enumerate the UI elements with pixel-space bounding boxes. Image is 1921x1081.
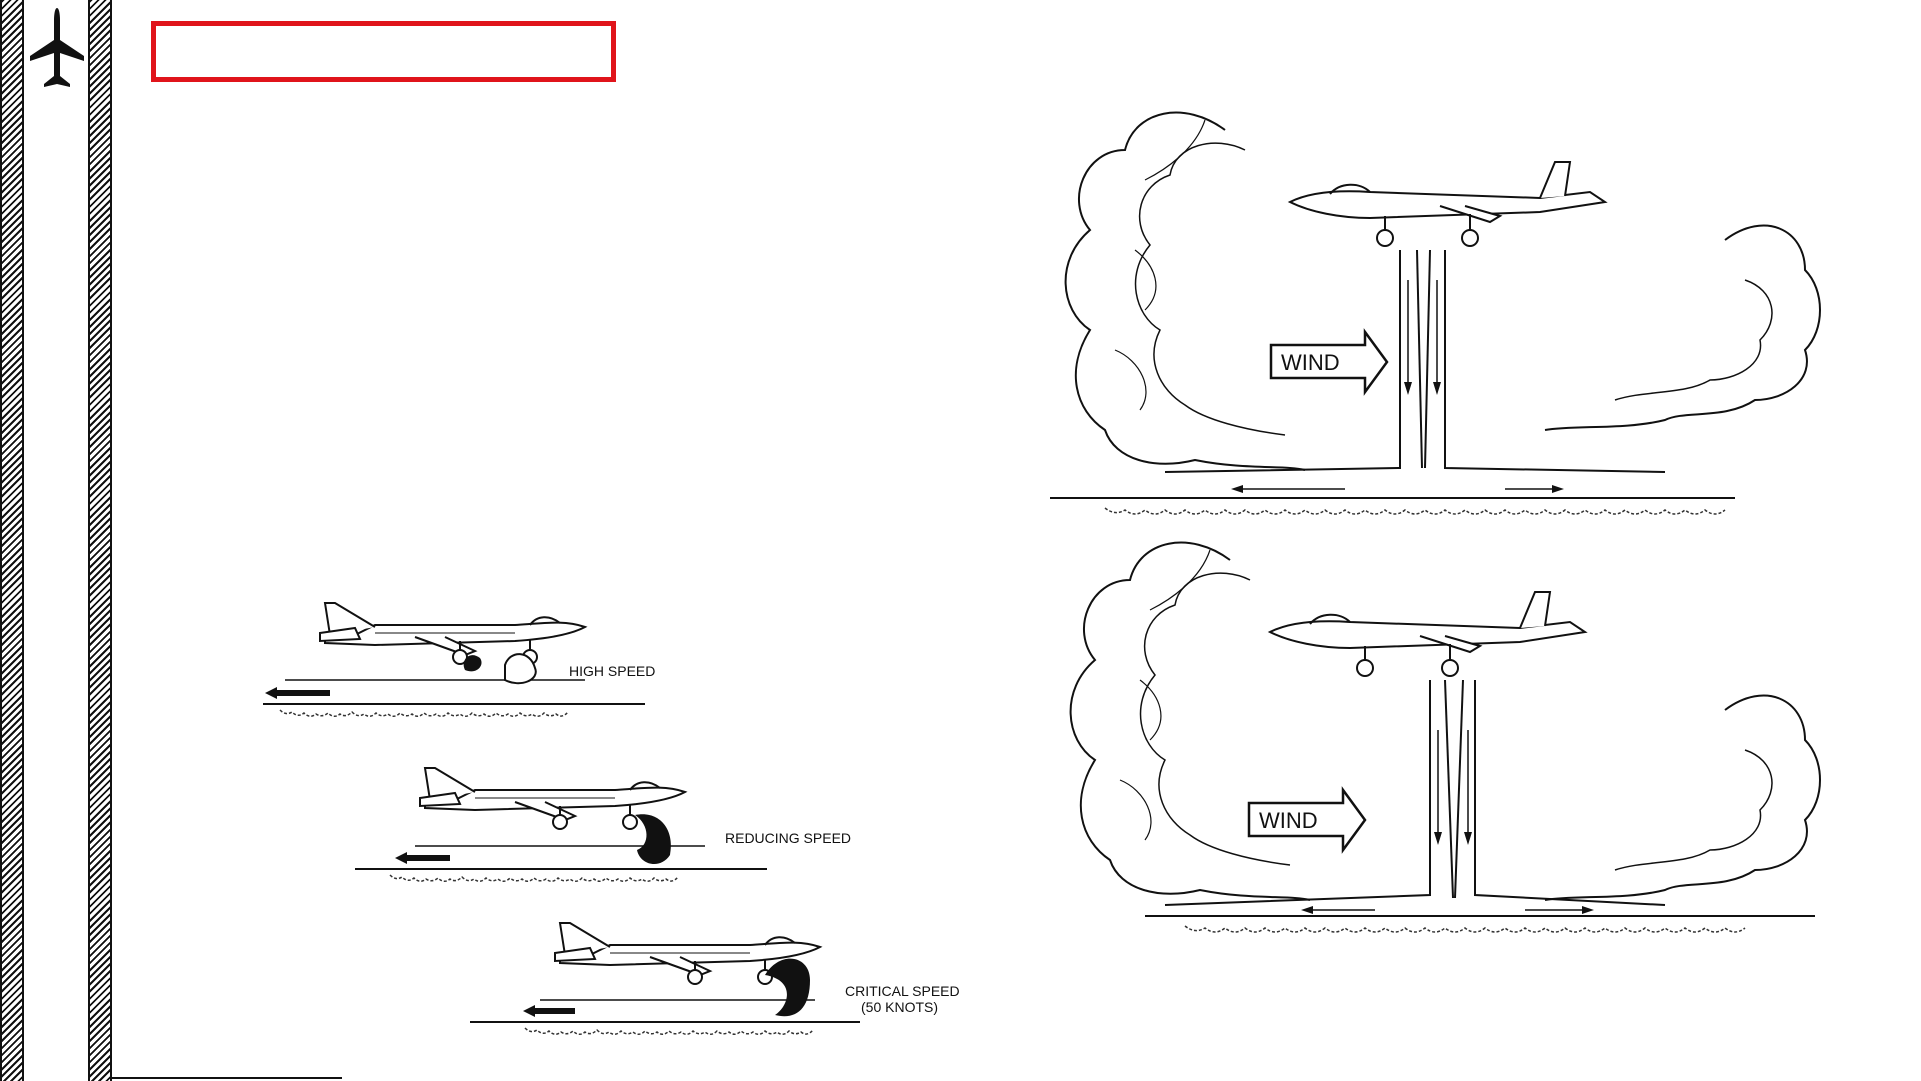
jet-aircraft-icon: [30, 8, 84, 87]
hover-recirculation-diagram: WIND WIND: [1050, 111, 1821, 933]
wind-label-bottom: WIND: [1259, 808, 1318, 833]
high-speed-jet: [319, 602, 586, 665]
wind-label-top: WIND: [1281, 350, 1340, 375]
wind-arrow-top: [1269, 328, 1389, 396]
wind-arrow-bottom: [1247, 786, 1367, 854]
bottom-hover-scene: WIND: [1069, 541, 1821, 933]
critical-speed-note: (50 KNOTS): [861, 999, 938, 1015]
critical-speed-label: CRITICAL SPEED: [845, 983, 960, 999]
reducing-speed-label: REDUCING SPEED: [725, 830, 851, 846]
right-hatched-border: [88, 0, 112, 1081]
top-hover-scene: WIND: [1050, 111, 1821, 515]
speed-stages-diagram: HIGH SPEED REDUCING SPEED CRITICAL SPEED…: [263, 602, 960, 1036]
title-box: [151, 21, 616, 82]
high-speed-label: HIGH SPEED: [569, 663, 655, 679]
left-hatched-border: [0, 0, 24, 1081]
bottom-rule: [112, 1077, 342, 1079]
